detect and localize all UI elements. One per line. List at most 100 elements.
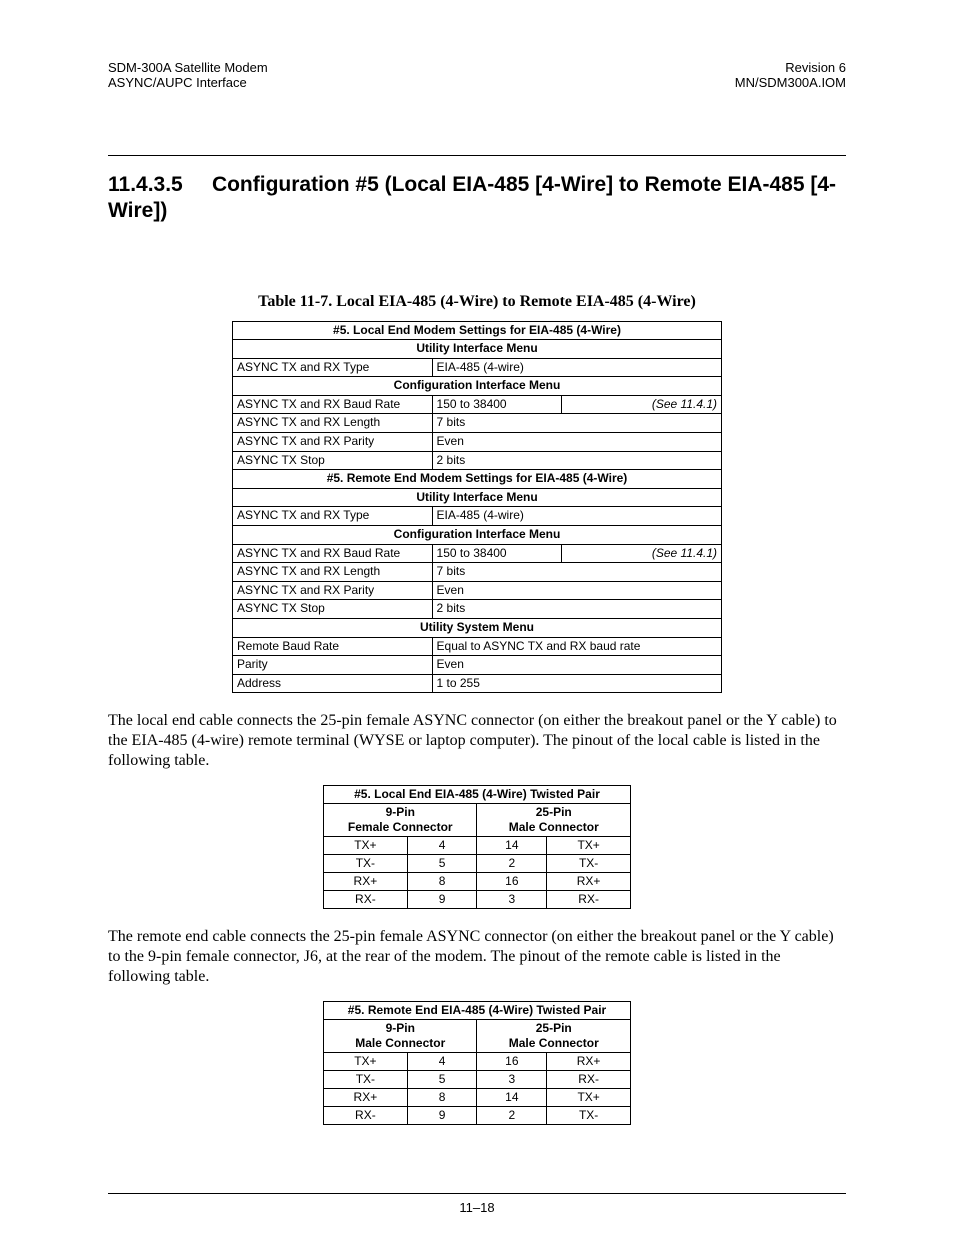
page-footer: 11–18	[0, 1193, 954, 1215]
table-row: RX+816RX+	[324, 873, 631, 891]
table-row: TX-52TX-	[324, 855, 631, 873]
table-row: ASYNC TX Stop 2 bits	[233, 451, 722, 470]
cell-label: ASYNC TX and RX Baud Rate	[233, 544, 433, 563]
cell-value: TX+	[324, 837, 408, 855]
table-row: RX-92TX-	[324, 1107, 631, 1125]
table-row: Configuration Interface Menu	[233, 377, 722, 396]
table-row: 9-Pin Male Connector 25-Pin Male Connect…	[324, 1020, 631, 1053]
col-header-line1: 9-Pin	[386, 1021, 415, 1035]
table-row: 9-Pin Female Connector 25-Pin Male Conne…	[324, 804, 631, 837]
col-header-9pin: 9-Pin Male Connector	[324, 1020, 477, 1053]
cell-value: 8	[407, 873, 477, 891]
section-heading: 11.4.3.5 Configuration #5 (Local EIA-485…	[108, 172, 846, 225]
col-header-line2: Female Connector	[348, 820, 453, 834]
header-rule	[108, 155, 846, 156]
cell-value: 14	[477, 1089, 547, 1107]
cell-value: 3	[477, 891, 547, 909]
table-row: Remote Baud Rate Equal to ASYNC TX and R…	[233, 637, 722, 656]
cell-value: 150 to 38400	[432, 544, 562, 563]
table-row: Configuration Interface Menu	[233, 526, 722, 545]
cell-label: ASYNC TX Stop	[233, 451, 433, 470]
cell-value: RX+	[547, 1053, 631, 1071]
cell-label: Parity	[233, 656, 433, 675]
cell-value: 4	[407, 837, 477, 855]
col-header-line2: Male Connector	[509, 820, 599, 834]
cell-value: Equal to ASYNC TX and RX baud rate	[432, 637, 721, 656]
table-row: Utility System Menu	[233, 619, 722, 638]
cell-value: 5	[407, 1071, 477, 1089]
table-row: RX+814TX+	[324, 1089, 631, 1107]
cell-value: TX+	[324, 1053, 408, 1071]
col-header-line1: 25-Pin	[536, 1021, 572, 1035]
cell-value: EIA-485 (4-wire)	[432, 507, 721, 526]
table-row: #5. Local End Modem Settings for EIA-485…	[233, 321, 722, 340]
cell-value: RX-	[324, 891, 408, 909]
cell-label: ASYNC TX and RX Type	[233, 507, 433, 526]
row-header: Configuration Interface Menu	[233, 377, 722, 396]
col-header-25pin: 25-Pin Male Connector	[477, 1020, 631, 1053]
cell-value: 9	[407, 1107, 477, 1125]
header-right: Revision 6 MN/SDM300A.IOM	[735, 60, 846, 90]
cell-label: ASYNC TX and RX Type	[233, 358, 433, 377]
cell-value: RX+	[324, 1089, 408, 1107]
table-row: #5. Remote End EIA-485 (4-Wire) Twisted …	[324, 1002, 631, 1020]
heading-number: 11.4.3.5	[108, 173, 183, 196]
page-header: SDM-300A Satellite Modem ASYNC/AUPC Inte…	[108, 60, 846, 90]
cell-value: 7 bits	[432, 563, 721, 582]
table-row: ASYNC TX and RX Type EIA-485 (4-wire)	[233, 358, 722, 377]
table-row: ASYNC TX and RX Length 7 bits	[233, 414, 722, 433]
col-header-line2: Male Connector	[509, 1036, 599, 1050]
cell-value: TX-	[547, 1107, 631, 1125]
row-header: #5. Local End Modem Settings for EIA-485…	[233, 321, 722, 340]
cell-value: 5	[407, 855, 477, 873]
cell-value: RX+	[547, 873, 631, 891]
cell-value: 8	[407, 1089, 477, 1107]
header-product: SDM-300A Satellite Modem	[108, 60, 268, 75]
cell-value: 4	[407, 1053, 477, 1071]
cell-value: 14	[477, 837, 547, 855]
table-row: Utility Interface Menu	[233, 488, 722, 507]
table-row: ASYNC TX and RX Parity Even	[233, 433, 722, 452]
table-row: TX+416RX+	[324, 1053, 631, 1071]
table-row: ASYNC TX and RX Baud Rate 150 to 38400 (…	[233, 395, 722, 414]
header-interface: ASYNC/AUPC Interface	[108, 75, 268, 90]
row-header: #5. Remote End EIA-485 (4-Wire) Twisted …	[324, 1002, 631, 1020]
table-row: Parity Even	[233, 656, 722, 675]
cell-label: Remote Baud Rate	[233, 637, 433, 656]
table-row: TX-53RX-	[324, 1071, 631, 1089]
cell-value: TX-	[324, 1071, 408, 1089]
cell-value: 2	[477, 1107, 547, 1125]
cell-ref: (See 11.4.1)	[562, 544, 722, 563]
cell-value: 16	[477, 873, 547, 891]
header-docid: MN/SDM300A.IOM	[735, 75, 846, 90]
paragraph-local-cable: The local end cable connects the 25-pin …	[108, 711, 846, 771]
table-row: Utility Interface Menu	[233, 340, 722, 359]
cell-value: TX-	[547, 855, 631, 873]
cell-ref: (See 11.4.1)	[562, 395, 722, 414]
header-left: SDM-300A Satellite Modem ASYNC/AUPC Inte…	[108, 60, 268, 90]
cell-value: TX+	[547, 837, 631, 855]
table-row: RX-93RX-	[324, 891, 631, 909]
heading-title: Configuration #5 (Local EIA-485 [4-Wire]…	[108, 173, 836, 222]
table-row: ASYNC TX and RX Length 7 bits	[233, 563, 722, 582]
cell-value: 3	[477, 1071, 547, 1089]
table-row: ASYNC TX Stop 2 bits	[233, 600, 722, 619]
table-caption: Table 11-7. Local EIA-485 (4-Wire) to Re…	[108, 293, 846, 311]
row-header: Utility Interface Menu	[233, 488, 722, 507]
table-row: #5. Local End EIA-485 (4-Wire) Twisted P…	[324, 786, 631, 804]
cell-value: Even	[432, 581, 721, 600]
cell-label: ASYNC TX and RX Length	[233, 563, 433, 582]
page-number: 11–18	[0, 1200, 954, 1215]
cell-label: Address	[233, 674, 433, 693]
cell-value: 150 to 38400	[432, 395, 562, 414]
pinout-table-remote: #5. Remote End EIA-485 (4-Wire) Twisted …	[323, 1001, 631, 1125]
header-revision: Revision 6	[735, 60, 846, 75]
cell-value: 7 bits	[432, 414, 721, 433]
cell-label: ASYNC TX and RX Baud Rate	[233, 395, 433, 414]
cell-value: RX-	[547, 891, 631, 909]
table-row: ASYNC TX and RX Baud Rate 150 to 38400 (…	[233, 544, 722, 563]
cell-value: RX-	[324, 1107, 408, 1125]
cell-label: ASYNC TX Stop	[233, 600, 433, 619]
row-header: Utility System Menu	[233, 619, 722, 638]
row-header: #5. Local End EIA-485 (4-Wire) Twisted P…	[324, 786, 631, 804]
